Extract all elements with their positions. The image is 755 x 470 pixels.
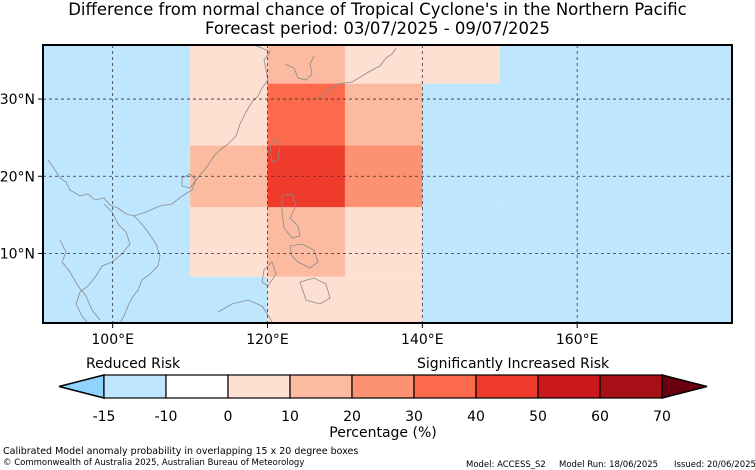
model-run: Model Run: 18/06/2025 <box>559 460 659 470</box>
model-name: Model: ACCESS_S2 <box>466 460 546 470</box>
reduced-risk-label: Reduced Risk <box>86 356 181 372</box>
coastline-china <box>133 45 271 217</box>
copyright-text: © Commonwealth of Australia 2025, Austra… <box>3 458 305 468</box>
colorbar-bin <box>475 374 539 399</box>
colorbar-axis-label: Percentage (%) <box>329 425 436 441</box>
probability-cell <box>422 45 500 84</box>
colorbar-bins: -15 -10 0 10 20 30 40 50 60 70 Percentage (%) <box>58 374 708 441</box>
colorbar-tick-label: 50 <box>529 409 547 425</box>
probability-cell <box>267 276 423 323</box>
map-frame <box>42 44 733 324</box>
coastline-mindanao <box>299 277 331 305</box>
probability-cell <box>267 207 345 277</box>
colorbar-under-arrow <box>58 374 105 399</box>
colorbar-tick-label: 40 <box>467 409 485 425</box>
colorbar-bin <box>351 374 415 399</box>
probability-cell <box>499 45 732 323</box>
probability-cell <box>422 83 500 208</box>
colorbar-bin <box>227 374 291 399</box>
colorbar-tick-label: 30 <box>405 409 423 425</box>
coastlines <box>47 45 397 324</box>
longitude-ticks: 100°E 120°E 140°E 160°E <box>91 323 598 348</box>
coastline-borneo <box>217 299 273 324</box>
coastline-gulf <box>75 203 131 324</box>
coastline-visayas <box>289 243 319 269</box>
coastline-taiwan <box>269 137 281 163</box>
increased-risk-label: Significantly Increased Risk <box>417 356 610 372</box>
colorbar-bin <box>413 374 477 399</box>
colorbar-bin <box>289 374 353 399</box>
colorbar-tick-label: 60 <box>591 409 609 425</box>
latitude-tick-label: 20°N <box>0 169 35 185</box>
colorbar-bin <box>599 374 663 399</box>
coastline-hainan <box>181 173 197 189</box>
colorbar-bin <box>165 374 229 399</box>
coastline-palawan <box>261 261 277 287</box>
probability-cell <box>267 45 345 84</box>
forecast-period: Forecast period: 03/07/2025 - 09/07/2025 <box>204 19 551 38</box>
probability-cell <box>190 276 268 323</box>
colorbar-bin <box>103 374 167 399</box>
colorbar: -15 -10 0 10 20 30 40 50 60 70 Percentage (%) <box>58 374 708 441</box>
probability-cell <box>267 83 345 146</box>
probability-cells <box>43 45 732 323</box>
probability-cell <box>190 207 268 277</box>
colorbar-tick-label: -10 <box>155 409 178 425</box>
calibration-note: Calibrated Model anomaly probability in … <box>3 446 359 457</box>
probability-cell <box>499 45 578 84</box>
longitude-tick-label: 120°E <box>246 332 289 348</box>
longitude-tick-label: 160°E <box>556 332 599 348</box>
longitude-tick-label: 140°E <box>401 332 444 348</box>
issued-date: Issued: 20/06/2025 <box>674 460 755 470</box>
latitude-tick-label: 10°N <box>0 247 35 263</box>
colorbar-tick-label: 10 <box>281 409 299 425</box>
latitude-ticks: 30°N 20°N 10°N <box>0 92 43 263</box>
colorbar-over-arrow <box>661 374 708 399</box>
coastline-luzon <box>281 193 301 239</box>
colorbar-tick-label: 20 <box>343 409 361 425</box>
colorbar-tick-label: 0 <box>224 409 233 425</box>
latitude-tick-label: 30°N <box>0 92 35 108</box>
colorbar-tick-label: 70 <box>653 409 671 425</box>
map-title: Difference from normal chance of Tropica… <box>68 0 687 19</box>
probability-cell <box>190 45 268 146</box>
probability-cell <box>43 45 191 323</box>
map-plot: 100°E 120°E 140°E 160°E 30°N 20°N 10°N <box>0 44 733 348</box>
probability-cell <box>344 83 423 146</box>
colorbar-bin <box>537 374 601 399</box>
coastline-korea <box>284 55 315 81</box>
coastline-malay <box>59 239 101 321</box>
probability-cell <box>422 207 500 323</box>
longitude-tick-label: 100°E <box>91 332 134 348</box>
colorbar-tick-label: -15 <box>93 409 116 425</box>
coastline-japan <box>315 47 397 101</box>
probability-cell <box>344 207 423 277</box>
graticule <box>43 45 732 323</box>
probability-cell <box>344 45 423 84</box>
